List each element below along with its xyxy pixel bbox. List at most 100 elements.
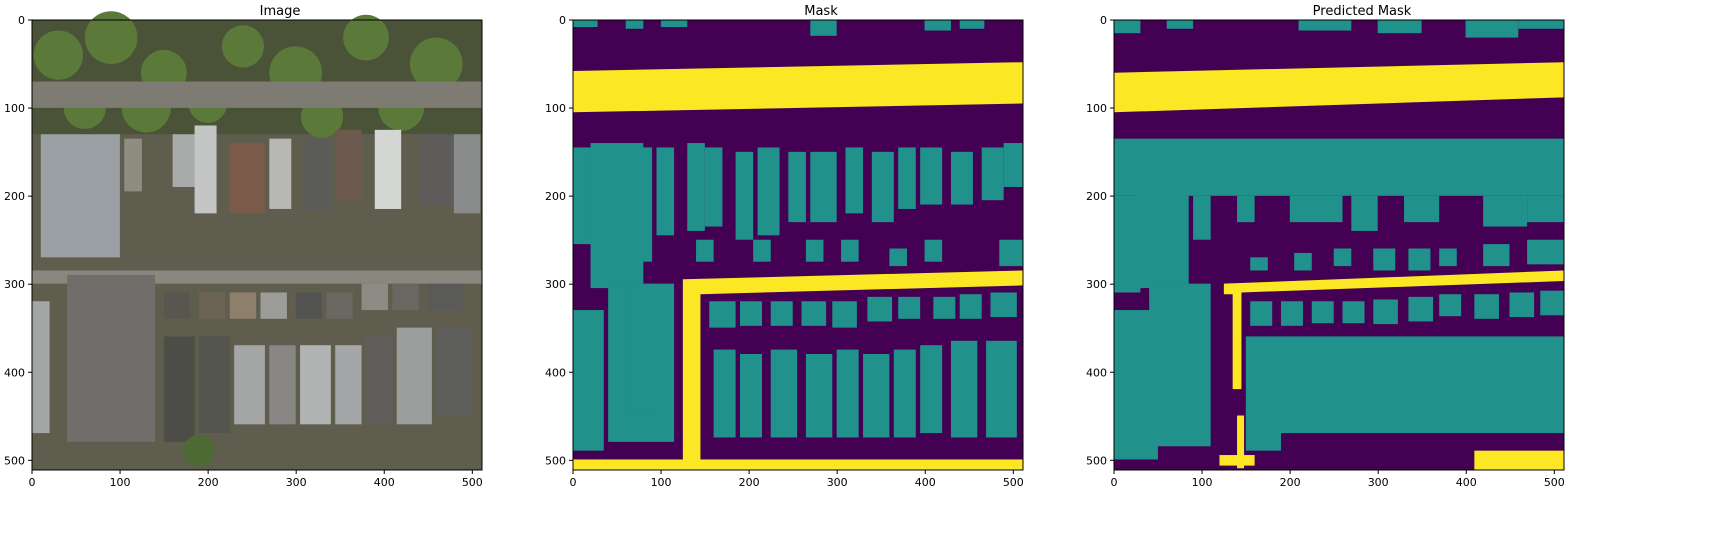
building-mask xyxy=(1404,196,1439,222)
building xyxy=(234,345,265,424)
building-mask xyxy=(925,240,943,262)
x-tick-label: 400 xyxy=(1456,476,1477,489)
building xyxy=(419,134,454,204)
y-tick-label: 400 xyxy=(1086,366,1107,379)
building-mask xyxy=(920,345,942,433)
building-mask xyxy=(1439,249,1457,267)
x-tick-label: 400 xyxy=(915,476,936,489)
building-mask xyxy=(867,297,892,322)
x-tick-label: 100 xyxy=(1192,476,1213,489)
predicted-mask-plot: 0 100 200 300 400 5000100200300400500 xyxy=(1082,0,1642,539)
x-tick-label: 200 xyxy=(198,476,219,489)
y-tick-label: 100 xyxy=(1086,102,1107,115)
building-mask xyxy=(709,301,735,327)
building-mask xyxy=(872,152,894,222)
building-mask xyxy=(788,152,806,222)
predicted-mask-image xyxy=(1114,20,1564,470)
mask-panel: Mask 0 100 200 300 400 500 0 100 200 300 400 500 xyxy=(541,0,1101,539)
building xyxy=(269,139,291,209)
building xyxy=(230,143,265,213)
building-mask xyxy=(863,354,889,437)
building xyxy=(335,345,361,424)
tree xyxy=(343,15,389,61)
road-mask xyxy=(573,459,1023,470)
y-tick-label: 500 xyxy=(545,454,566,467)
building-mask xyxy=(573,310,604,451)
building-mask xyxy=(1373,299,1398,324)
x-tick-label: 300 xyxy=(827,476,848,489)
y-tick-label: 200 xyxy=(1086,190,1107,203)
building-mask xyxy=(1246,336,1564,433)
predicted-mask-panel: Predicted Mask 0 100 200 300 400 500 0 100 200 30… xyxy=(1082,0,1642,539)
building-mask xyxy=(1408,297,1433,322)
building-mask xyxy=(951,152,973,205)
building-mask xyxy=(986,341,1017,438)
y-tick-label: 400 xyxy=(4,366,25,379)
building-mask xyxy=(889,249,907,267)
mask-plot: 0 100 200 300 400 5000100200300400500 xyxy=(541,0,1101,539)
building-mask xyxy=(1334,249,1352,267)
building-mask xyxy=(736,152,754,240)
building xyxy=(436,328,471,416)
x-tick-label: 200 xyxy=(739,476,760,489)
building xyxy=(164,336,195,441)
building xyxy=(199,292,225,318)
x-tick-label: 100 xyxy=(651,476,672,489)
y-tick-label: 400 xyxy=(545,366,566,379)
building-mask xyxy=(1299,20,1352,31)
tree xyxy=(34,31,83,80)
building-mask xyxy=(960,294,982,319)
building xyxy=(392,284,418,310)
building-mask xyxy=(687,143,705,231)
building-mask xyxy=(626,20,644,29)
road-mask xyxy=(1219,455,1254,466)
building-mask xyxy=(1250,301,1272,326)
y-tick-label: 300 xyxy=(4,278,25,291)
building-mask xyxy=(894,350,916,438)
large-building xyxy=(67,275,155,442)
building-mask xyxy=(740,354,762,437)
satellite-image xyxy=(32,11,482,470)
building-mask xyxy=(951,341,977,438)
building-mask xyxy=(1540,291,1564,316)
x-tick-label: 300 xyxy=(286,476,307,489)
building-mask xyxy=(630,147,652,261)
building xyxy=(362,284,388,310)
building-mask xyxy=(771,350,797,438)
building-mask xyxy=(933,297,955,319)
building xyxy=(261,292,287,318)
building-mask xyxy=(832,301,857,327)
y-tick-label: 0 xyxy=(559,14,566,27)
building-mask xyxy=(1281,301,1303,326)
y-tick-label: 100 xyxy=(4,102,25,115)
building xyxy=(335,130,361,200)
building-mask xyxy=(990,292,1016,317)
building-mask xyxy=(1439,294,1461,316)
building-mask xyxy=(1193,196,1211,240)
building-mask xyxy=(898,147,916,209)
building-mask xyxy=(626,284,652,416)
building-mask xyxy=(1246,429,1281,451)
building-mask xyxy=(841,240,859,262)
building-mask xyxy=(845,147,863,213)
tree xyxy=(85,11,138,64)
building-mask xyxy=(806,354,832,437)
building xyxy=(269,345,295,424)
building xyxy=(326,292,352,318)
building-mask xyxy=(1483,244,1509,266)
y-tick-label: 200 xyxy=(545,190,566,203)
building-mask xyxy=(740,301,762,326)
building-mask xyxy=(714,350,736,438)
building-mask xyxy=(1373,249,1395,271)
y-tick-label: 0 xyxy=(18,14,25,27)
road-mask xyxy=(573,62,1023,112)
building-mask xyxy=(1189,310,1207,398)
building-mask xyxy=(1378,20,1422,33)
image-panel: Image 0 100 200 300 400 500 0 100 200 300 400 500 xyxy=(0,0,560,539)
x-tick-label: 500 xyxy=(1544,476,1565,489)
y-tick-label: 500 xyxy=(1086,454,1107,467)
x-tick-label: 200 xyxy=(1280,476,1301,489)
building-mask xyxy=(1343,301,1365,323)
y-tick-label: 500 xyxy=(4,454,25,467)
building-mask xyxy=(1527,240,1564,265)
